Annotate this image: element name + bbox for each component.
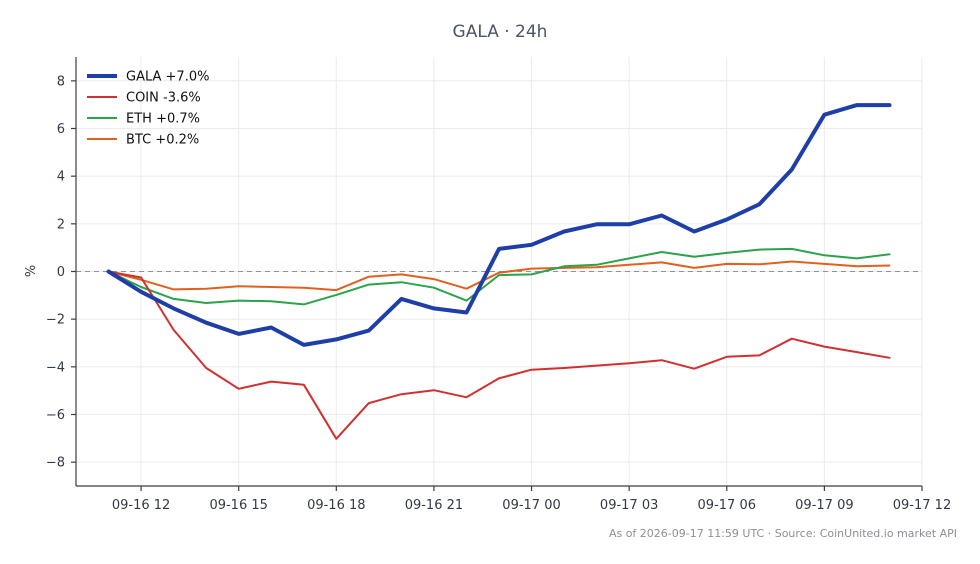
x-tick-label: 09-16 15 <box>209 498 267 513</box>
x-tick-label: 09-16 21 <box>405 498 463 513</box>
source-footnote: As of 2026-09-17 11:59 UTC · Source: Coi… <box>609 527 957 540</box>
y-tick-label: −2 <box>46 313 65 328</box>
chart-title: GALA · 24h <box>453 22 548 42</box>
y-axis-ticks: −8 −6 −4 −2 0 2 4 6 8 <box>46 74 76 471</box>
x-tick-label: 09-17 06 <box>698 498 756 513</box>
series-line-gala <box>106 103 892 347</box>
y-tick-label: −8 <box>46 456 65 471</box>
series-line-eth <box>107 247 891 306</box>
series-line-btc <box>107 260 891 292</box>
y-tick-label: 4 <box>57 170 65 185</box>
legend-entry-label: ETH +0.7% <box>126 112 200 127</box>
legend-entry-label: BTC +0.2% <box>126 133 199 148</box>
y-tick-label: −4 <box>46 360 65 375</box>
y-tick-label: 8 <box>57 74 65 89</box>
y-tick-label: 2 <box>57 217 65 232</box>
x-tick-label: 09-16 18 <box>307 498 365 513</box>
x-tick-label: 09-17 00 <box>502 498 560 513</box>
x-axis-ticks: 09-16 12 09-16 15 09-16 18 09-16 21 09-17 00… <box>112 486 951 513</box>
series-line-coin <box>107 270 891 440</box>
y-tick-label: 0 <box>57 265 65 280</box>
legend-entry-label: COIN -3.6% <box>126 91 201 106</box>
x-tick-label: 09-16 12 <box>112 498 170 513</box>
x-tick-label: 09-17 12 <box>893 498 951 513</box>
series-lines <box>106 103 892 440</box>
y-tick-label: −6 <box>46 408 65 423</box>
x-tick-label: 09-17 09 <box>795 498 853 513</box>
legend: GALA +7.0% COIN -3.6% ETH +0.7% BTC +0.2% <box>87 70 209 148</box>
y-tick-label: 6 <box>57 122 65 137</box>
legend-entry-label: GALA +7.0% <box>126 70 209 85</box>
x-tick-label: 09-17 03 <box>600 498 658 513</box>
y-axis-label: % <box>24 265 39 277</box>
